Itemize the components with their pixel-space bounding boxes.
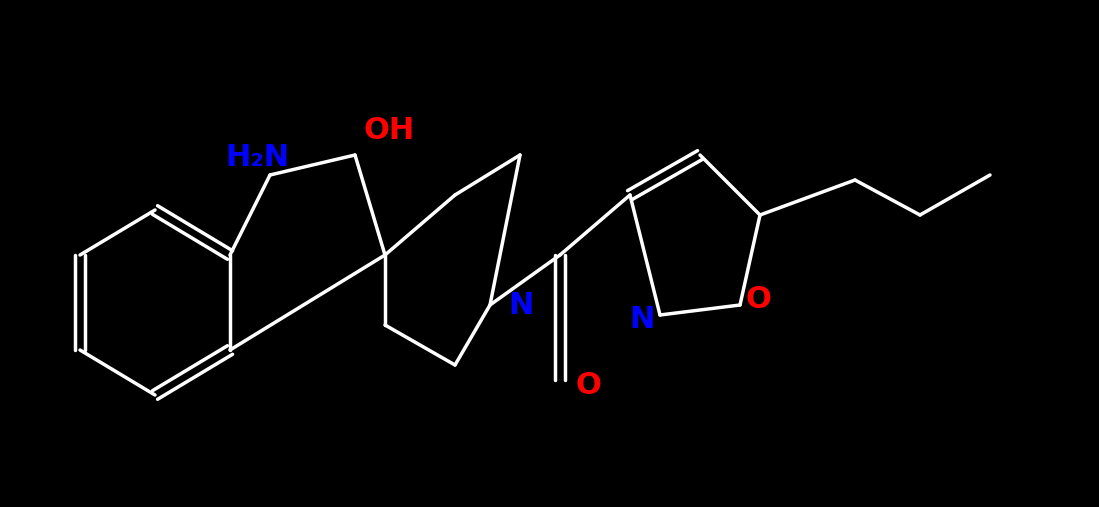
Text: H₂N: H₂N [225, 142, 289, 171]
Text: N: N [630, 306, 655, 335]
Text: N: N [508, 291, 533, 319]
Text: OH: OH [363, 116, 414, 144]
Text: O: O [575, 371, 601, 400]
Text: O: O [745, 285, 770, 314]
